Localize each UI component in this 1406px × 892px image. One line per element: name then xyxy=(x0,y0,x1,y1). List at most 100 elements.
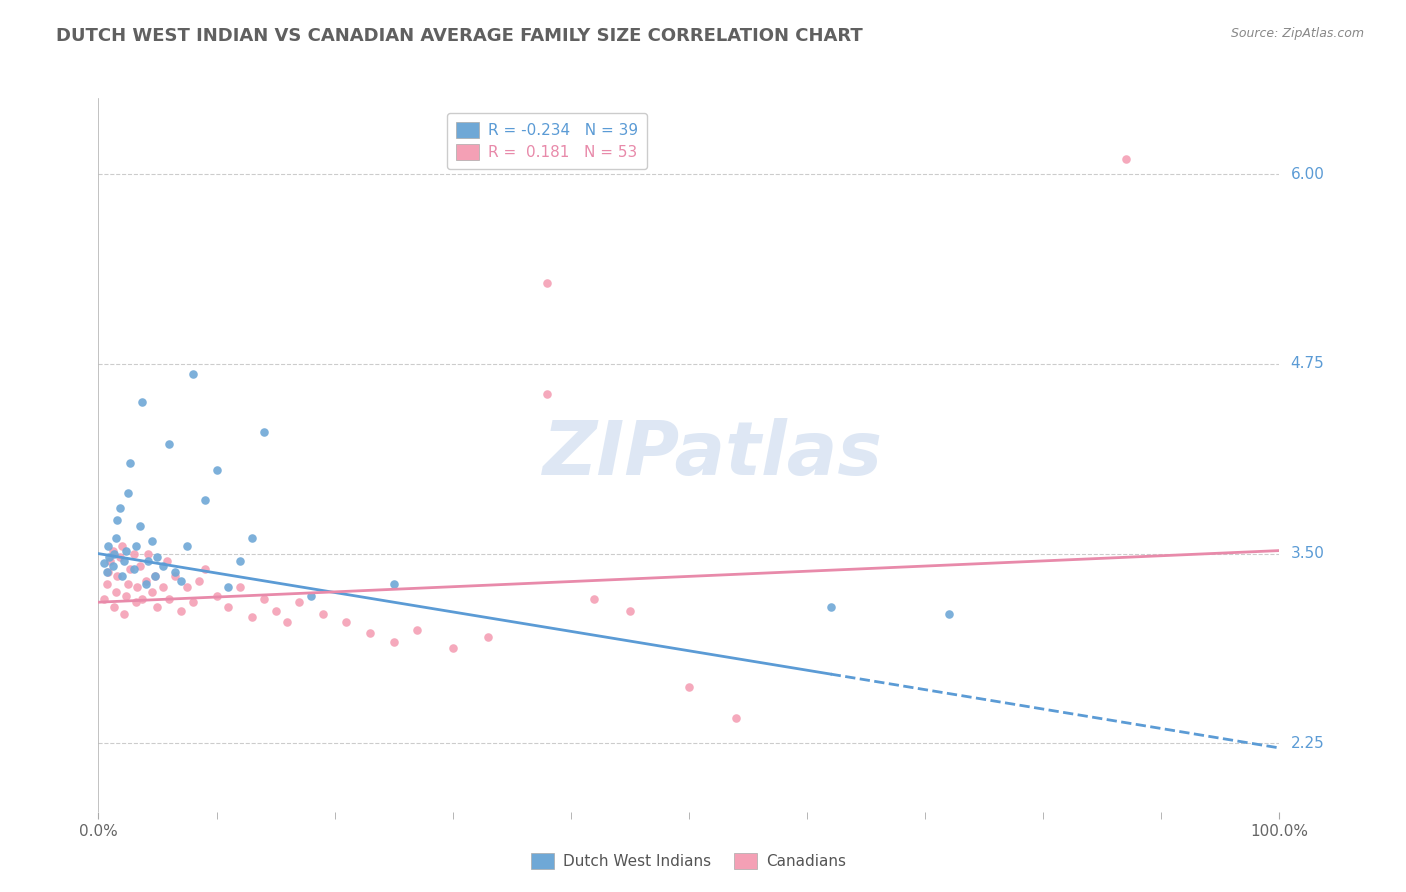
Point xyxy=(105,569,128,583)
Text: 2.25: 2.25 xyxy=(1291,736,1324,751)
Point xyxy=(264,604,287,618)
Text: 6.00: 6.00 xyxy=(1291,167,1324,182)
Point xyxy=(176,539,198,553)
Point xyxy=(359,625,381,640)
Point xyxy=(105,584,128,599)
Point xyxy=(120,562,142,576)
Point xyxy=(678,680,700,694)
Point xyxy=(157,592,180,607)
Point xyxy=(152,558,174,573)
Point xyxy=(165,565,187,579)
Point xyxy=(143,569,166,583)
Point xyxy=(93,556,115,570)
Point xyxy=(96,565,118,579)
Point xyxy=(143,569,166,583)
Point xyxy=(205,463,228,477)
Text: ZIPatlas: ZIPatlas xyxy=(543,418,883,491)
Point xyxy=(253,592,276,607)
Point xyxy=(131,394,153,409)
Point xyxy=(136,547,159,561)
Point xyxy=(938,607,960,622)
Point xyxy=(477,630,499,644)
Point xyxy=(135,577,157,591)
Point xyxy=(217,580,239,594)
Point xyxy=(146,549,169,564)
Point xyxy=(131,592,153,607)
Point xyxy=(229,580,252,594)
Point xyxy=(382,577,405,591)
Point xyxy=(619,604,641,618)
Point xyxy=(194,562,217,576)
Point xyxy=(217,599,239,614)
Legend: R = -0.234   N = 39, R =  0.181   N = 53: R = -0.234 N = 39, R = 0.181 N = 53 xyxy=(447,113,648,169)
Point xyxy=(103,599,125,614)
Point xyxy=(152,580,174,594)
Point xyxy=(105,513,128,527)
Point xyxy=(96,577,118,591)
Point xyxy=(276,615,298,629)
Point xyxy=(156,554,179,568)
Point xyxy=(406,623,429,637)
Point xyxy=(101,558,124,573)
Point xyxy=(194,493,217,508)
Text: 4.75: 4.75 xyxy=(1291,356,1324,371)
Text: Source: ZipAtlas.com: Source: ZipAtlas.com xyxy=(1230,27,1364,40)
Point xyxy=(240,532,263,546)
Point xyxy=(170,604,193,618)
Point xyxy=(141,584,163,599)
Point xyxy=(97,539,120,553)
Point xyxy=(127,580,149,594)
Point xyxy=(536,277,558,291)
Point xyxy=(125,539,148,553)
Point xyxy=(108,549,131,564)
Point xyxy=(181,368,204,382)
Text: DUTCH WEST INDIAN VS CANADIAN AVERAGE FAMILY SIZE CORRELATION CHART: DUTCH WEST INDIAN VS CANADIAN AVERAGE FA… xyxy=(56,27,863,45)
Point xyxy=(136,554,159,568)
Point xyxy=(176,580,198,594)
Point xyxy=(820,599,842,614)
Point xyxy=(253,425,276,439)
Point xyxy=(205,589,228,603)
Point xyxy=(170,574,193,588)
Point xyxy=(157,437,180,451)
Point xyxy=(288,595,311,609)
Point xyxy=(583,592,606,607)
Point xyxy=(536,387,558,401)
Point xyxy=(229,554,252,568)
Point xyxy=(122,547,145,561)
Point xyxy=(114,589,136,603)
Point xyxy=(98,549,121,564)
Point xyxy=(299,589,322,603)
Point xyxy=(187,574,209,588)
Point xyxy=(125,595,148,609)
Point xyxy=(1115,152,1137,166)
Point xyxy=(181,595,204,609)
Point xyxy=(112,607,135,622)
Point xyxy=(103,547,125,561)
Point xyxy=(165,569,187,583)
Point xyxy=(112,554,135,568)
Point xyxy=(111,539,134,553)
Point xyxy=(135,574,157,588)
Point xyxy=(101,543,124,558)
Point xyxy=(725,710,748,724)
Point xyxy=(312,607,335,622)
Point xyxy=(120,456,142,470)
Text: 3.50: 3.50 xyxy=(1291,546,1324,561)
Point xyxy=(98,554,121,568)
Point xyxy=(117,577,139,591)
Point xyxy=(93,592,115,607)
Point xyxy=(105,532,128,546)
Point xyxy=(117,486,139,500)
Point xyxy=(382,634,405,648)
Point xyxy=(111,569,134,583)
Point xyxy=(146,599,169,614)
Point xyxy=(128,519,150,533)
Point xyxy=(141,534,163,549)
Point xyxy=(240,610,263,624)
Point xyxy=(122,562,145,576)
Point xyxy=(128,558,150,573)
Point xyxy=(97,565,120,579)
Point xyxy=(108,501,131,516)
Point xyxy=(441,640,464,655)
